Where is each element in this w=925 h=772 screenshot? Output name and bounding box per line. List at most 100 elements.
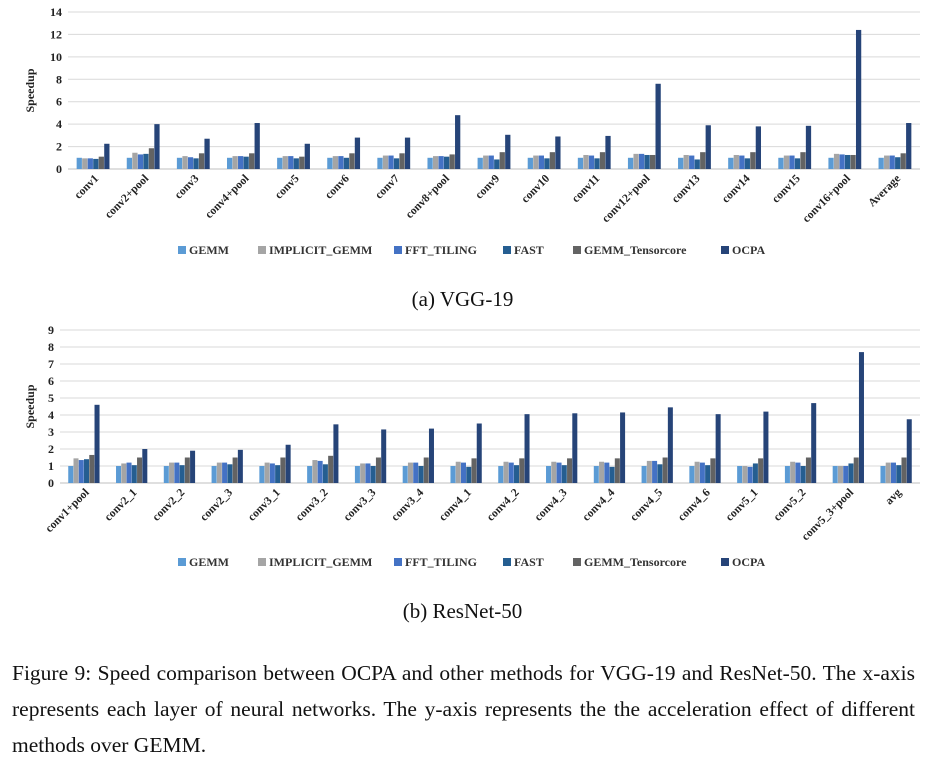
chart0-category-label: conv7 (373, 172, 402, 201)
chart1-bar-fast (657, 464, 663, 483)
chart0-bar-gemm-tensorcore (700, 152, 706, 169)
chart-resnet50: 0 1 2 3 4 5 6 7 8 9 Speedup conv1+pool conv2_1 conv2_… (0, 318, 925, 590)
chart1-bar-ocpa (811, 403, 817, 483)
chart0-bar-gemm (226, 157, 233, 169)
chart1-category-label: conv3_2 (294, 486, 331, 523)
chart0-bar-fft-tiling (388, 155, 394, 169)
chart0-bar-gemm (76, 157, 82, 169)
chart1-category-label: conv3_3 (341, 486, 378, 523)
chart1-bar-gemm (593, 466, 599, 483)
chart1-y-tick-label: 6 (48, 374, 54, 388)
chart1-bar-gemm (307, 466, 313, 483)
chart0-bar-ocpa (805, 125, 812, 169)
chart1-y-tick-label: 7 (48, 357, 54, 371)
chart0-bar-fast (844, 154, 851, 169)
chart1-bar-fft-tiling (222, 462, 228, 483)
chart0-bar-gemm-tensorcore (249, 153, 255, 169)
chart1-bar-gemm-tensorcore (89, 454, 95, 483)
chart-resnet50-svg: 0 1 2 3 4 5 6 7 8 9 Speedup conv1+pool conv2_1 conv2_… (23, 323, 920, 569)
chart1-category-label: conv4_6 (676, 486, 713, 523)
chart1-bar-implicit-gemm (121, 463, 127, 483)
chart0-bar-fast (143, 153, 149, 169)
chart1-category-label: conv4_5 (628, 486, 665, 523)
chart1-bar-fft-tiling (652, 460, 658, 483)
chart0-bar-gemm (828, 157, 834, 169)
chart0-bar-gemm (627, 157, 634, 169)
chart1-bar-gemm (116, 466, 122, 483)
chart1-legend-label: FFT_TILING (405, 555, 477, 569)
chart0-legend-swatch (394, 246, 402, 254)
chart1-bar-ocpa (94, 404, 100, 483)
chart0-y-tick-label: 4 (56, 117, 62, 131)
chart0-bar-fft-tiling (739, 155, 745, 169)
chart0-bar-fast (293, 158, 299, 169)
chart1-legend-swatch (503, 558, 511, 566)
chart1-bar-ocpa (476, 423, 482, 483)
chart0-category-label: conv1 (72, 172, 101, 201)
chart0-bar-fft-tiling (789, 155, 795, 169)
chart0-bar-implicit-gemm (282, 156, 288, 169)
chart1-bar-gemm-tensorcore (614, 458, 620, 483)
chart1-bar-fft-tiling (78, 460, 84, 483)
chart1-y-axis-label: Speedup (23, 384, 37, 428)
chart1-bar-ocpa (237, 449, 243, 483)
chart0-bar-fast (694, 159, 700, 169)
chart1-bar-gemm (689, 466, 695, 483)
chart0-bar-ocpa (705, 125, 711, 169)
chart1-legend-swatch (573, 558, 581, 566)
chart0-bar-implicit-gemm (382, 155, 389, 169)
chart1-bar-gemm-tensorcore (758, 458, 764, 483)
chart1-bar-implicit-gemm (360, 463, 366, 483)
chart1-category-label: conv1+pool (43, 487, 91, 535)
chart1-bar-fft-tiling (365, 463, 371, 483)
chart0-bar-fft-tiling (839, 154, 845, 169)
chart0-bar-gemm-tensorcore (599, 152, 606, 169)
chart0-legend-swatch (178, 246, 186, 254)
chart0-bar-ocpa (505, 134, 511, 169)
chart0-legend-label: GEMM (189, 243, 229, 257)
chart0-bar-fft-tiling (87, 158, 93, 169)
chart0-legend-label: GEMM_Tensorcore (584, 243, 687, 257)
chart1-bar-ocpa (715, 414, 721, 483)
chart0-bar-fft-tiling (638, 153, 645, 169)
chart1-bar-fft-tiling (508, 462, 514, 483)
chart1-bar-fft-tiling (269, 463, 275, 483)
chart1-bar-gemm-tensorcore (280, 457, 286, 483)
chart0-category-label: conv10 (519, 172, 552, 205)
chart0-category-label: Average (866, 173, 903, 210)
chart1-bar-ocpa (763, 411, 769, 483)
chart1-y-tick-label: 2 (48, 442, 54, 456)
chart0-bar-gemm-tensorcore (198, 153, 205, 169)
chart0-legend-swatch (503, 246, 511, 254)
chart0-bar-fast (594, 158, 600, 169)
chart1-bar-fft-tiling (604, 462, 610, 483)
chart1-bar-implicit-gemm (264, 462, 270, 483)
chart0-bar-fft-tiling (438, 156, 444, 169)
chart0-bar-gemm-tensorcore (800, 152, 806, 169)
chart1-bar-implicit-gemm (599, 461, 605, 483)
chart1-category-label: conv5_1 (724, 486, 761, 523)
chart0-bar-fast (544, 158, 550, 169)
chart0-legend-swatch (258, 246, 266, 254)
chart1-bar-implicit-gemm (742, 466, 748, 483)
chart0-category-label: conv2+pool (103, 173, 151, 221)
chart1-category-label: conv4_4 (580, 486, 617, 523)
chart1-bar-fft-tiling (413, 462, 419, 483)
chart0-bar-ocpa (204, 138, 210, 169)
chart1-bar-ocpa (667, 407, 673, 483)
figure-caption: Figure 9: Speed comparison between OCPA … (12, 661, 915, 757)
chart1-legend-swatch (178, 558, 186, 566)
chart0-bar-ocpa (906, 123, 912, 169)
chart1-bar-fast (418, 466, 424, 483)
chart0-y-tick-label: 0 (56, 162, 62, 176)
chart1-bar-fast (705, 465, 711, 483)
chart0-category-label: conv3 (173, 172, 202, 201)
chart1-category-label: conv4_1 (437, 486, 474, 523)
chart0-bar-ocpa (104, 143, 110, 169)
chart1-bar-ocpa (906, 419, 912, 483)
chart1-bar-gemm-tensorcore (184, 457, 190, 483)
chart0-bar-ocpa (605, 135, 611, 169)
chart1-category-label: conv3_1 (246, 486, 283, 523)
chart0-bar-gemm (427, 157, 433, 169)
chart1-bar-ocpa (190, 450, 196, 483)
